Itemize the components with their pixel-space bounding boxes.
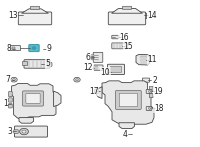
Text: 13: 13 <box>8 11 18 20</box>
Polygon shape <box>96 87 102 98</box>
FancyBboxPatch shape <box>112 35 119 39</box>
FancyBboxPatch shape <box>93 52 103 62</box>
Text: 16: 16 <box>119 32 128 42</box>
Circle shape <box>148 91 151 92</box>
FancyBboxPatch shape <box>149 93 153 98</box>
Circle shape <box>74 77 80 82</box>
FancyBboxPatch shape <box>11 46 21 51</box>
Polygon shape <box>22 9 48 13</box>
FancyBboxPatch shape <box>9 92 12 97</box>
FancyBboxPatch shape <box>91 57 94 58</box>
Text: 4: 4 <box>123 130 128 139</box>
Circle shape <box>76 79 78 81</box>
FancyBboxPatch shape <box>149 86 153 91</box>
Bar <box>12 47 15 49</box>
Text: 19: 19 <box>153 87 163 96</box>
Text: 14: 14 <box>147 11 157 20</box>
Circle shape <box>32 47 36 50</box>
Polygon shape <box>112 9 142 13</box>
FancyBboxPatch shape <box>146 90 152 93</box>
Text: 12: 12 <box>84 63 93 72</box>
FancyBboxPatch shape <box>142 78 150 82</box>
FancyBboxPatch shape <box>108 64 124 75</box>
Text: 5: 5 <box>46 59 50 68</box>
Text: 10: 10 <box>101 67 110 77</box>
Polygon shape <box>136 54 150 65</box>
FancyBboxPatch shape <box>18 12 52 25</box>
FancyBboxPatch shape <box>112 43 127 49</box>
FancyBboxPatch shape <box>146 107 152 110</box>
Polygon shape <box>102 81 154 124</box>
FancyBboxPatch shape <box>29 45 39 52</box>
FancyBboxPatch shape <box>91 58 94 60</box>
FancyBboxPatch shape <box>23 91 43 106</box>
FancyBboxPatch shape <box>122 6 132 9</box>
Circle shape <box>20 128 28 135</box>
Polygon shape <box>19 118 34 123</box>
FancyBboxPatch shape <box>26 94 40 103</box>
Polygon shape <box>119 123 134 128</box>
FancyBboxPatch shape <box>116 91 141 109</box>
Text: 9: 9 <box>47 44 51 53</box>
FancyBboxPatch shape <box>14 126 48 137</box>
FancyBboxPatch shape <box>95 89 98 94</box>
Text: 15: 15 <box>123 42 133 51</box>
Text: 17: 17 <box>89 87 98 96</box>
Text: 8: 8 <box>6 44 11 53</box>
Polygon shape <box>12 83 56 118</box>
Circle shape <box>13 79 15 81</box>
Text: 3: 3 <box>7 127 12 136</box>
FancyBboxPatch shape <box>110 66 122 72</box>
FancyBboxPatch shape <box>91 55 94 56</box>
FancyBboxPatch shape <box>94 65 103 70</box>
FancyBboxPatch shape <box>22 61 28 66</box>
Text: 18: 18 <box>154 104 163 113</box>
Circle shape <box>148 108 151 109</box>
Text: 2: 2 <box>152 76 157 85</box>
Text: 7: 7 <box>6 75 10 84</box>
Circle shape <box>11 77 17 82</box>
FancyBboxPatch shape <box>47 62 52 66</box>
FancyBboxPatch shape <box>9 104 12 108</box>
FancyBboxPatch shape <box>14 130 18 133</box>
FancyBboxPatch shape <box>9 98 12 102</box>
Circle shape <box>22 130 26 133</box>
FancyBboxPatch shape <box>24 60 50 68</box>
Text: 1: 1 <box>3 99 8 108</box>
Text: 11: 11 <box>147 55 157 65</box>
FancyBboxPatch shape <box>119 93 138 107</box>
Text: 6: 6 <box>86 52 90 62</box>
Polygon shape <box>54 91 61 107</box>
FancyBboxPatch shape <box>30 6 40 9</box>
FancyBboxPatch shape <box>108 12 146 25</box>
